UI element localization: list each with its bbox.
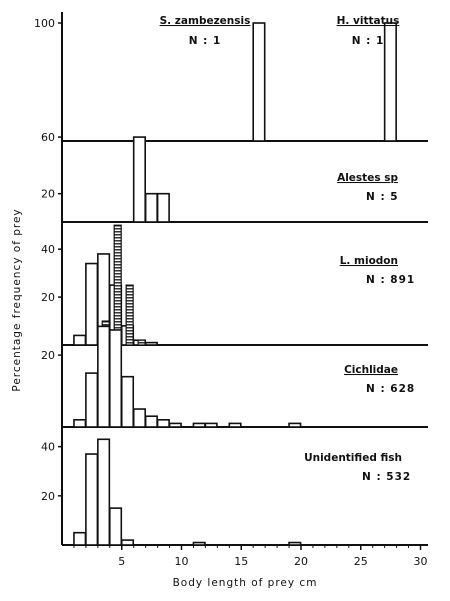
panel-species-label: S. zambezensis: [160, 15, 251, 27]
bar: [144, 192, 158, 223]
hatched-bar: [113, 224, 122, 346]
bar: [192, 422, 206, 428]
panel-species-label: Unidentified fish: [304, 452, 402, 464]
x-tick-label: 5: [118, 555, 125, 568]
bar: [85, 453, 99, 546]
hatched-bar: [125, 284, 134, 346]
bar: [97, 325, 111, 428]
panel-species-label: Alestes sp: [337, 172, 398, 184]
y-tick-label: 20: [41, 490, 55, 503]
panel-n-label: N : 1: [189, 35, 222, 47]
bar: [109, 329, 123, 428]
bar: [85, 262, 99, 346]
x-tick-label: 10: [175, 555, 189, 568]
x-tick-label: 20: [294, 555, 308, 568]
panel-3: 20 40 L. miodon N : 891: [41, 224, 428, 346]
panel-n-label: N : 5: [366, 191, 399, 203]
bar: [192, 541, 206, 546]
y-tick-label: 40: [41, 243, 55, 256]
y-tick-label: 20: [41, 291, 55, 304]
bar: [132, 408, 146, 428]
x-axis-title: Body length of prey cm: [173, 577, 318, 589]
bar: [73, 334, 87, 346]
bar: [288, 422, 302, 428]
y-tick-label: 40: [41, 441, 55, 454]
panel-5: 20 40 Unidentified fish N : 532: [41, 438, 428, 546]
x-tick-label: 30: [414, 555, 428, 568]
bar: [120, 539, 135, 546]
bar: [168, 422, 182, 428]
bar: [156, 192, 170, 223]
y-axis-title: Percentage frequency of prey: [11, 208, 23, 391]
bar: [228, 422, 242, 428]
panel-species-label: L. miodon: [340, 255, 398, 267]
panel-species-label: Cichlidae: [344, 364, 398, 376]
bar: [144, 341, 158, 346]
bar: [85, 372, 99, 428]
panel-n-label: N : 1: [352, 35, 385, 47]
panel-4: 20 Cichlidae N : 628: [41, 325, 428, 428]
bar: [97, 438, 111, 546]
panel-species-label: H. vittatus: [337, 15, 400, 27]
panel-n-label: N : 628: [366, 383, 415, 395]
panel-2: 20 60 Alestes sp N : 5: [41, 131, 428, 223]
bar: [144, 415, 158, 428]
bar: [204, 422, 218, 428]
bar: [252, 22, 266, 142]
bar: [383, 22, 397, 142]
bar: [120, 375, 135, 428]
panel-n-label: N : 532: [362, 471, 411, 483]
bar: [73, 419, 87, 428]
bar: [109, 507, 123, 546]
y-tick-label: 20: [41, 349, 55, 362]
bar: [132, 136, 146, 223]
y-tick-label: 60: [41, 131, 55, 144]
bar: [288, 541, 302, 546]
bar: [156, 419, 170, 428]
bar: [73, 531, 87, 546]
y-tick-label: 100: [34, 17, 55, 30]
x-tick-label: 15: [234, 555, 248, 568]
hatched-bar: [137, 339, 146, 346]
y-tick-label: 20: [41, 188, 55, 201]
x-tick-label: 25: [354, 555, 368, 568]
panel-1: 100 S. zambezensis N : 1 H. vittatus N : 1: [34, 15, 428, 142]
panel-n-label: N : 891: [366, 274, 415, 286]
